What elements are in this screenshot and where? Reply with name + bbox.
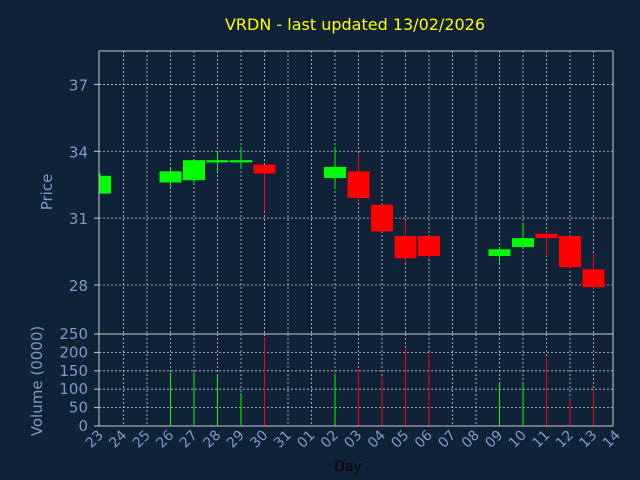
candle-body xyxy=(347,171,370,199)
volume-plot-frame xyxy=(98,333,614,427)
candle-body xyxy=(488,249,511,257)
candle-body xyxy=(100,175,111,194)
candle-body xyxy=(183,160,205,181)
volume-tick-label: 50 xyxy=(69,399,88,417)
price-tick-label: 34 xyxy=(69,143,88,161)
volume-bars xyxy=(170,337,594,426)
candle-body xyxy=(230,160,252,163)
axis-labels: 23 24 25 26 27 28 29 30 31 01 02 03 04 05 06 07 08 09 10 11… xyxy=(59,76,624,451)
candle-body xyxy=(253,164,276,174)
price-axis-label: Price xyxy=(38,174,56,211)
volume-tick-label: 0 xyxy=(78,417,88,435)
candle-body xyxy=(582,269,605,288)
candle-body xyxy=(535,233,558,239)
candle-body xyxy=(206,160,229,163)
candle-body xyxy=(159,171,182,183)
price-tick-label: 37 xyxy=(69,76,88,94)
price-tick-label: 31 xyxy=(69,210,88,228)
x-axis-label: Day xyxy=(334,459,362,475)
candle-body xyxy=(559,235,581,268)
price-candles xyxy=(99,146,605,290)
candle-body xyxy=(324,166,346,179)
price-tick-label: 28 xyxy=(69,277,88,295)
volume-axis-label: Volume (0000) xyxy=(28,326,46,436)
volume-tick-label: 250 xyxy=(59,325,88,343)
volume-tick-label: 150 xyxy=(59,362,88,380)
volume-tick-label: 100 xyxy=(59,380,88,398)
candle-body xyxy=(394,235,417,259)
candle-body xyxy=(418,235,440,257)
volume-tick-label: 200 xyxy=(59,343,88,361)
chart-title: VRDN - last updated 13/02/2026 xyxy=(225,15,485,34)
candle-body xyxy=(512,238,534,248)
candle-body xyxy=(371,204,393,232)
